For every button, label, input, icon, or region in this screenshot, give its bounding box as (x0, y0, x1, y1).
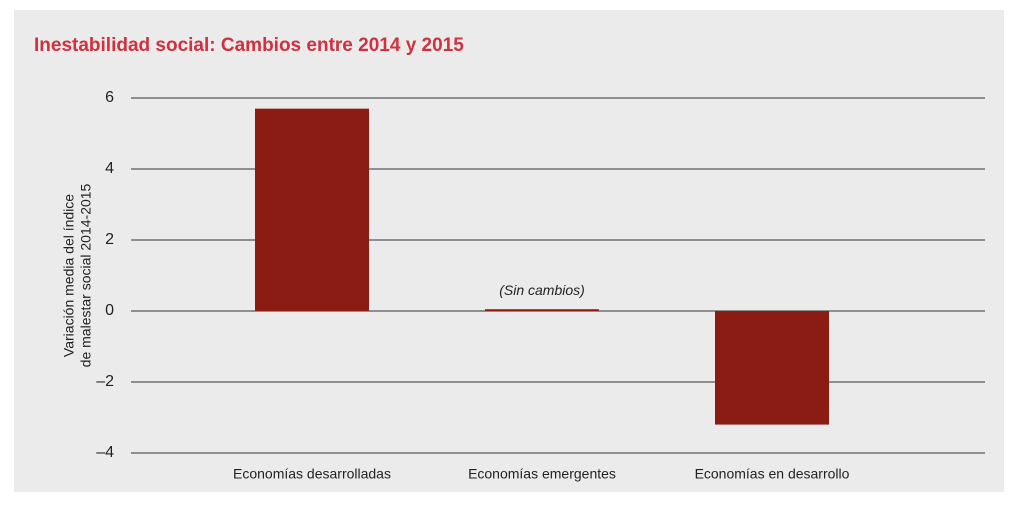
y-axis-label: de malestar social 2014-2015 (78, 183, 94, 367)
annotation: (Sin cambios) (499, 282, 585, 298)
y-tick-label: 0 (105, 302, 114, 319)
x-tick-label: Economías desarrolladas (233, 466, 391, 482)
y-tick-label: 2 (105, 231, 114, 248)
y-tick-label: 6 (105, 89, 114, 106)
y-tick-label: 4 (105, 160, 114, 177)
x-tick-label: Economías emergentes (468, 466, 616, 482)
bar (715, 311, 829, 425)
x-tick-label: Economías en desarrollo (695, 466, 850, 482)
background (14, 10, 1004, 492)
y-tick-label: –4 (96, 444, 114, 461)
bar (485, 309, 599, 311)
bar (255, 108, 369, 312)
chart-title: Inestabilidad social: Cambios entre 2014… (34, 35, 464, 56)
y-tick-label: –2 (96, 373, 114, 390)
y-axis-label: Variación media del índice (61, 194, 77, 357)
